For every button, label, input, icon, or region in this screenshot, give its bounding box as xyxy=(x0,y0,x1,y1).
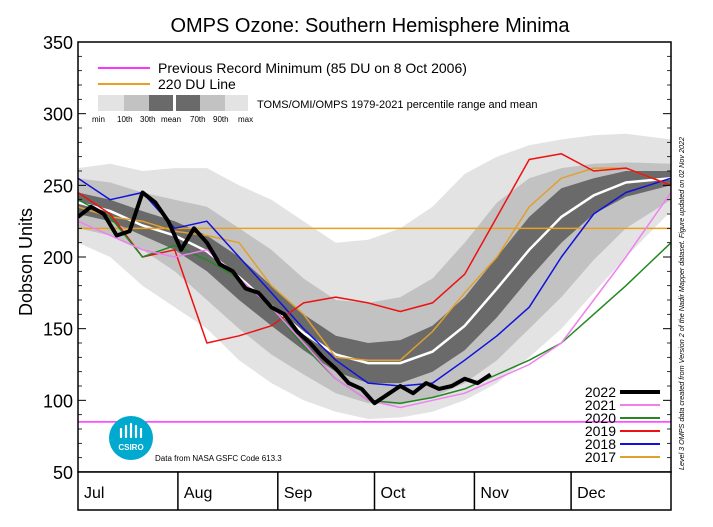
month-axis: Jul Aug Sep Oct Nov Dec xyxy=(84,472,606,510)
legend-year-2021: 2021 xyxy=(585,397,616,413)
pct-label-90th: 90th xyxy=(213,115,229,124)
pct-swatch-30-mean xyxy=(149,95,173,111)
month-label-Sep: Sep xyxy=(284,485,313,502)
legend-year-2022: 2022 xyxy=(585,384,616,400)
chart-title: OMPS Ozone: Southern Hemisphere Minima xyxy=(170,15,570,37)
month-label-Oct: Oct xyxy=(381,485,406,502)
y-axis: 50 100 150 200 250 300 350 xyxy=(43,33,671,483)
pct-swatch-min-10 xyxy=(98,95,124,111)
month-label-Aug: Aug xyxy=(184,485,212,502)
csiro-logo-text: CSIRO xyxy=(118,443,143,452)
pct-swatch-70-90 xyxy=(200,95,225,111)
series-lines xyxy=(78,153,671,409)
data-credit: Data from NASA GSFC Code 613.3 xyxy=(155,454,282,463)
series-2021 xyxy=(78,192,671,409)
side-note: Level 3 OMPS data created from Version 2… xyxy=(677,137,686,470)
band-10-90 xyxy=(78,162,671,405)
band-30-70 xyxy=(78,171,671,384)
pct-swatch-mean-line xyxy=(173,95,176,111)
y-tick-label-50: 50 xyxy=(53,463,73,483)
percentile-bands xyxy=(78,133,671,419)
y-tick-label-250: 250 xyxy=(43,176,73,196)
pct-label-30th: 30th xyxy=(140,115,156,124)
y-tick-label-350: 350 xyxy=(43,33,73,53)
month-label-Dec: Dec xyxy=(577,485,605,502)
y-tick-label-100: 100 xyxy=(43,391,73,411)
legend-label-record: Previous Record Minimum (85 DU on 8 Oct … xyxy=(158,60,467,76)
percentile-legend: TOMS/OMI/OMPS 1979-2021 percentile range… xyxy=(92,95,537,124)
pct-label-70th: 70th xyxy=(190,115,206,124)
legend-year-2017: 2017 xyxy=(585,449,616,465)
pct-swatch-90-max xyxy=(225,95,248,111)
pct-swatch-10-30 xyxy=(124,95,149,111)
legend-label-220: 220 DU Line xyxy=(158,76,236,92)
legend-year-2020: 2020 xyxy=(585,410,616,426)
y-axis-label: Dobson Units xyxy=(16,208,36,316)
legend-year-2018: 2018 xyxy=(585,436,616,452)
percentile-description: TOMS/OMI/OMPS 1979-2021 percentile range… xyxy=(257,99,537,111)
legend-year-2019: 2019 xyxy=(585,423,616,439)
pct-swatch-mean-70 xyxy=(176,95,200,111)
series-2019 xyxy=(78,153,671,344)
month-label-Nov: Nov xyxy=(480,485,508,502)
series-2018 xyxy=(78,177,671,387)
month-label-Jul: Jul xyxy=(84,485,104,502)
y-tick-label-300: 300 xyxy=(43,105,73,125)
pct-label-mean: mean xyxy=(161,115,181,124)
pct-label-max: max xyxy=(238,115,253,124)
csiro-logo: CSIRO xyxy=(109,416,153,460)
pct-label-10th: 10th xyxy=(117,115,133,124)
y-tick-label-150: 150 xyxy=(43,320,73,340)
pct-label-min: min xyxy=(92,115,105,124)
y-tick-label-200: 200 xyxy=(43,248,73,268)
series-2022 xyxy=(78,190,492,406)
csiro-logo-mark xyxy=(119,422,143,439)
